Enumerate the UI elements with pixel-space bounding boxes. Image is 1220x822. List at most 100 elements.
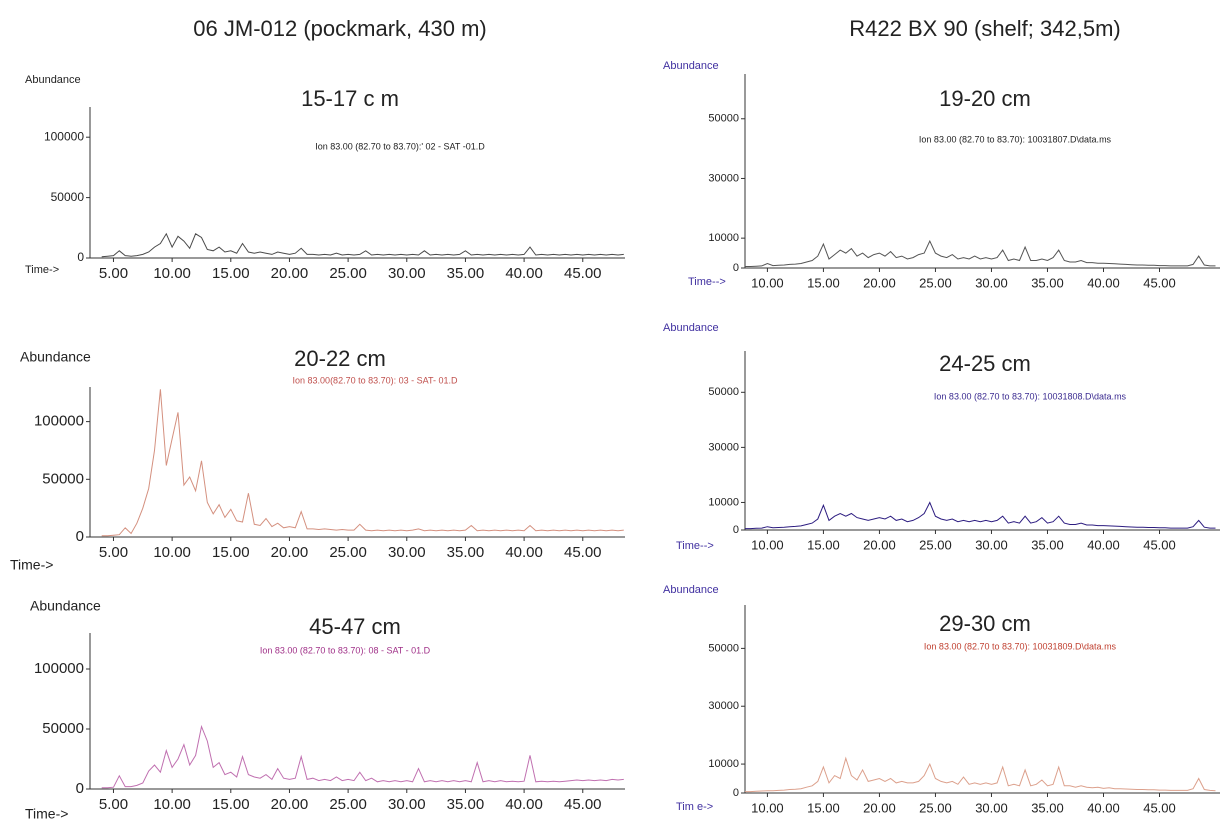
y-axis-label: Abundance xyxy=(663,60,719,72)
column-title: 06 JM-012 (pockmark, 430 m) xyxy=(193,16,486,41)
x-tick-label: 40.00 xyxy=(1087,800,1120,815)
y-tick-label: 0 xyxy=(77,250,84,264)
x-tick-label: 40.00 xyxy=(1087,537,1120,552)
y-tick-label: 30000 xyxy=(708,700,739,712)
x-tick-label: 40.00 xyxy=(505,796,543,813)
y-tick-label: 100000 xyxy=(34,413,84,430)
x-tick-label: 15.00 xyxy=(807,537,840,552)
x-tick-label: 5.00 xyxy=(99,265,128,282)
x-tick-label: 25.00 xyxy=(919,275,952,290)
y-axis-label: Abundance xyxy=(663,584,719,596)
x-axis-label: Time-> xyxy=(10,557,53,573)
chromatogram-line xyxy=(101,389,624,537)
chromatogram-line xyxy=(101,232,624,258)
y-axis-label: Abundance xyxy=(663,322,719,334)
x-tick-label: 40.00 xyxy=(1087,275,1120,290)
x-tick-label: 20.00 xyxy=(863,800,896,815)
x-tick-label: 45.00 xyxy=(564,796,602,813)
x-tick-label: 15.00 xyxy=(212,544,250,561)
x-tick-label: 35.00 xyxy=(447,796,485,813)
x-tick-label: 20.00 xyxy=(271,265,309,282)
x-tick-label: 5.00 xyxy=(99,796,128,813)
x-tick-label: 30.00 xyxy=(975,537,1008,552)
chart-subtitle: Ion 83.00 (82.70 to 83.70): 10031808.D\d… xyxy=(934,391,1127,401)
x-tick-label: 10.00 xyxy=(153,796,191,813)
y-tick-label: 100000 xyxy=(34,660,84,677)
column-title: R422 BX 90 (shelf; 342,5m) xyxy=(849,16,1120,41)
x-tick-label: 35.00 xyxy=(447,544,485,561)
chart-subtitle: Ion 83.00 (82.70 to 83.70): 10031807.D\d… xyxy=(919,134,1112,144)
chromatogram-line xyxy=(745,501,1216,530)
y-tick-label: 50000 xyxy=(708,113,739,125)
x-axis-label: Time-> xyxy=(25,264,59,276)
x-tick-label: 15.00 xyxy=(807,275,840,290)
x-tick-label: 45.00 xyxy=(1143,800,1176,815)
y-tick-label: 50000 xyxy=(51,190,85,204)
y-tick-label: 10000 xyxy=(708,232,739,244)
chart-subtitle: Ion 83.00(82.70 to 83.70): 03 - SAT- 01.… xyxy=(293,375,458,385)
x-tick-label: 30.00 xyxy=(388,265,426,282)
y-axis-label: Abundance xyxy=(25,74,81,86)
chart-subtitle: Ion 83.00 (82.70 to 83.70):' 02 - SAT -0… xyxy=(315,141,485,151)
y-axis-label: Abundance xyxy=(20,349,91,365)
x-tick-label: 30.00 xyxy=(975,275,1008,290)
chromatogram-line xyxy=(101,724,624,789)
y-tick-label: 0 xyxy=(733,524,739,536)
x-tick-label: 25.00 xyxy=(919,800,952,815)
y-tick-label: 0 xyxy=(733,262,739,274)
x-tick-label: 20.00 xyxy=(863,275,896,290)
y-tick-label: 30000 xyxy=(708,172,739,184)
chart-title: 15-17 c m xyxy=(301,86,399,111)
chart-title: 20-22 cm xyxy=(294,346,386,371)
y-tick-label: 10000 xyxy=(708,758,739,770)
x-tick-label: 45.00 xyxy=(1143,275,1176,290)
y-tick-label: 0 xyxy=(76,528,84,545)
x-tick-label: 45.00 xyxy=(1143,537,1176,552)
y-tick-label: 50000 xyxy=(42,470,84,487)
y-tick-label: 50000 xyxy=(708,386,739,398)
x-axis-label: Time-> xyxy=(25,806,68,822)
y-tick-label: 30000 xyxy=(708,441,739,453)
x-tick-label: 25.00 xyxy=(329,265,367,282)
chart-subtitle: Ion 83.00 (82.70 to 83.70): 08 - SAT - 0… xyxy=(260,645,431,655)
chart-title: 29-30 cm xyxy=(939,611,1031,636)
x-tick-label: 10.00 xyxy=(751,800,784,815)
y-tick-label: 0 xyxy=(733,787,739,799)
x-tick-label: 20.00 xyxy=(863,537,896,552)
chart-title: 24-25 cm xyxy=(939,351,1031,376)
x-axis-label: Tim e-> xyxy=(676,801,713,813)
x-tick-label: 35.00 xyxy=(1031,275,1064,290)
y-tick-label: 100000 xyxy=(44,129,84,143)
x-tick-label: 30.00 xyxy=(975,800,1008,815)
x-tick-label: 10.00 xyxy=(153,265,191,282)
y-tick-label: 50000 xyxy=(708,642,739,654)
x-tick-label: 5.00 xyxy=(99,544,128,561)
y-tick-label: 0 xyxy=(76,780,84,797)
x-tick-label: 25.00 xyxy=(919,537,952,552)
x-tick-label: 10.00 xyxy=(153,544,191,561)
x-tick-label: 20.00 xyxy=(271,544,309,561)
x-tick-label: 15.00 xyxy=(212,796,250,813)
chart-title: 19-20 cm xyxy=(939,86,1031,111)
x-tick-label: 40.00 xyxy=(505,544,543,561)
x-tick-label: 15.00 xyxy=(212,265,250,282)
y-tick-label: 50000 xyxy=(42,720,84,737)
x-tick-label: 35.00 xyxy=(1031,800,1064,815)
x-tick-label: 40.00 xyxy=(505,265,543,282)
y-tick-label: 10000 xyxy=(708,496,739,508)
x-tick-label: 10.00 xyxy=(751,537,784,552)
x-axis-label: Time--> xyxy=(676,540,714,552)
x-tick-label: 35.00 xyxy=(1031,537,1064,552)
x-tick-label: 45.00 xyxy=(564,544,602,561)
chromatogram-line xyxy=(745,756,1216,793)
x-tick-label: 20.00 xyxy=(271,796,309,813)
x-tick-label: 15.00 xyxy=(807,800,840,815)
x-tick-label: 45.00 xyxy=(564,265,602,282)
x-tick-label: 10.00 xyxy=(751,275,784,290)
chart-subtitle: Ion 83.00 (82.70 to 83.70): 10031809.D\d… xyxy=(924,641,1117,651)
chromatogram-line xyxy=(745,239,1216,267)
x-tick-label: 25.00 xyxy=(329,796,367,813)
x-tick-label: 35.00 xyxy=(447,265,485,282)
